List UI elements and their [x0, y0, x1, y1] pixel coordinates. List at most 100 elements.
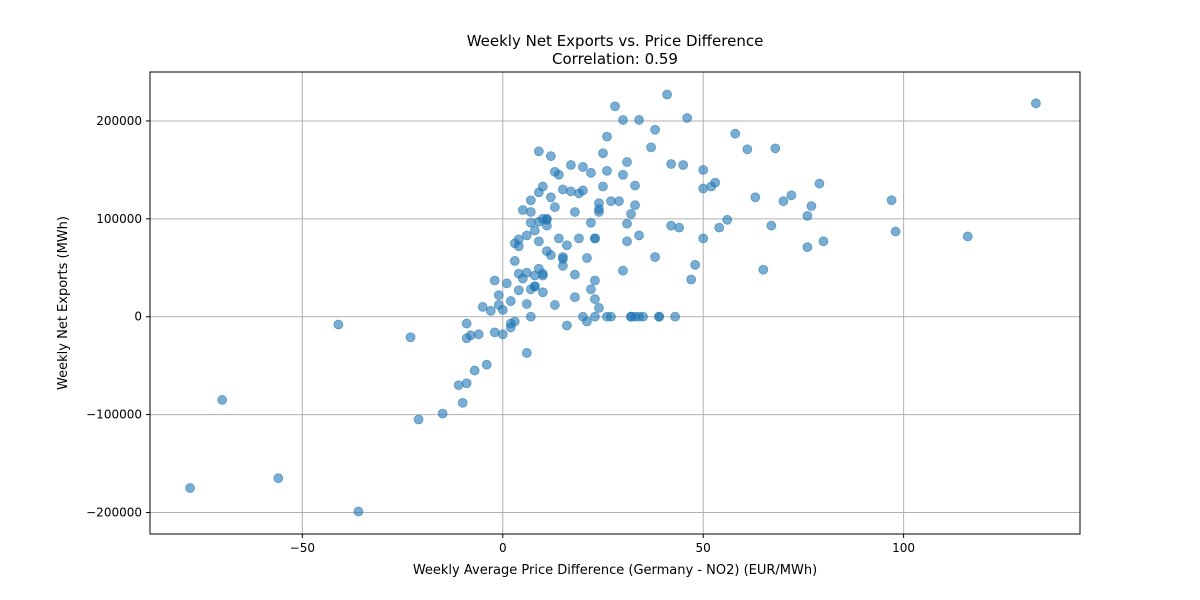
y-tick-label: 200000: [96, 114, 142, 128]
data-point: [509, 316, 520, 327]
data-point: [778, 196, 789, 207]
data-point: [541, 214, 552, 225]
data-point: [570, 207, 580, 217]
data-point: [521, 348, 532, 358]
data-point: [710, 177, 721, 188]
data-point: [686, 274, 697, 285]
data-point: [590, 233, 600, 244]
data-point: [618, 169, 628, 180]
data-point: [413, 414, 424, 425]
data-point: [622, 218, 632, 229]
data-point: [666, 159, 677, 169]
data-point: [457, 397, 468, 408]
data-point: [578, 185, 588, 196]
data-point: [698, 164, 709, 175]
axis-ticks: −50 0 50 100 −200000 −100000 0 100000 200000: [86, 114, 915, 555]
x-tick-label: −50: [290, 541, 315, 555]
data-point: [890, 226, 901, 237]
data-point: [730, 128, 741, 139]
data-point: [525, 195, 536, 206]
data-point: [537, 268, 548, 279]
data-point: [630, 200, 640, 211]
data-point: [553, 233, 564, 244]
data-point: [570, 292, 580, 303]
data-point: [678, 160, 689, 170]
data-point: [553, 169, 564, 180]
data-point: [662, 89, 673, 100]
data-point: [598, 148, 608, 159]
data-point: [594, 198, 604, 209]
data-point: [465, 330, 476, 341]
data-point: [561, 240, 572, 251]
data-point: [521, 230, 532, 241]
data-point: [505, 296, 516, 306]
data-point: [525, 311, 536, 322]
data-point: [333, 319, 344, 330]
data-point: [570, 269, 580, 280]
data-point: [622, 157, 632, 167]
data-point: [714, 222, 725, 233]
data-point: [814, 178, 825, 189]
data-point: [650, 252, 660, 262]
data-point: [453, 380, 464, 391]
data-point: [1031, 98, 1041, 109]
data-point: [722, 214, 733, 225]
data-point: [533, 236, 544, 247]
data-point: [574, 233, 584, 244]
data-point: [630, 180, 640, 191]
data-points: [185, 89, 1041, 517]
data-point: [594, 207, 604, 217]
data-point: [273, 473, 284, 484]
data-point: [461, 378, 472, 389]
y-tick-label: 0: [134, 310, 142, 324]
data-point: [818, 236, 829, 247]
data-point: [670, 311, 681, 322]
y-tick-label: −100000: [86, 408, 142, 422]
y-tick-label: 100000: [96, 212, 142, 226]
data-point: [646, 142, 656, 153]
data-point: [481, 359, 492, 370]
data-point: [461, 318, 472, 329]
data-point: [437, 408, 448, 419]
data-point: [602, 131, 612, 142]
data-point: [529, 225, 540, 236]
data-point: [537, 181, 548, 192]
data-point: [602, 165, 612, 176]
data-point: [806, 201, 817, 211]
data-point: [802, 242, 813, 253]
data-point: [497, 304, 508, 315]
x-tick-label: 100: [892, 541, 915, 555]
data-point: [566, 160, 576, 170]
data-point: [886, 195, 897, 206]
data-point: [650, 124, 660, 135]
data-point: [614, 196, 624, 207]
data-point: [529, 281, 540, 292]
data-point: [610, 101, 620, 112]
data-point: [586, 217, 596, 228]
data-point: [654, 311, 664, 322]
x-axis-label: Weekly Average Price Difference (Germany…: [413, 563, 817, 578]
data-point: [517, 205, 528, 215]
data-point: [578, 162, 588, 172]
data-point: [489, 275, 500, 286]
data-point: [513, 285, 524, 296]
data-point: [582, 316, 592, 327]
data-point: [509, 256, 520, 266]
data-point: [497, 329, 508, 340]
data-point: [489, 327, 500, 338]
data-point: [690, 259, 701, 270]
data-point: [537, 287, 548, 298]
x-tick-label: 50: [696, 541, 711, 555]
data-point: [545, 250, 556, 260]
data-point: [962, 231, 973, 242]
data-point: [590, 311, 600, 322]
data-point: [598, 181, 608, 192]
x-tick-label: 0: [499, 541, 507, 555]
data-point: [682, 113, 693, 123]
data-point: [545, 192, 556, 203]
data-point: [750, 192, 761, 203]
data-point: [618, 265, 628, 276]
data-point: [618, 115, 628, 125]
